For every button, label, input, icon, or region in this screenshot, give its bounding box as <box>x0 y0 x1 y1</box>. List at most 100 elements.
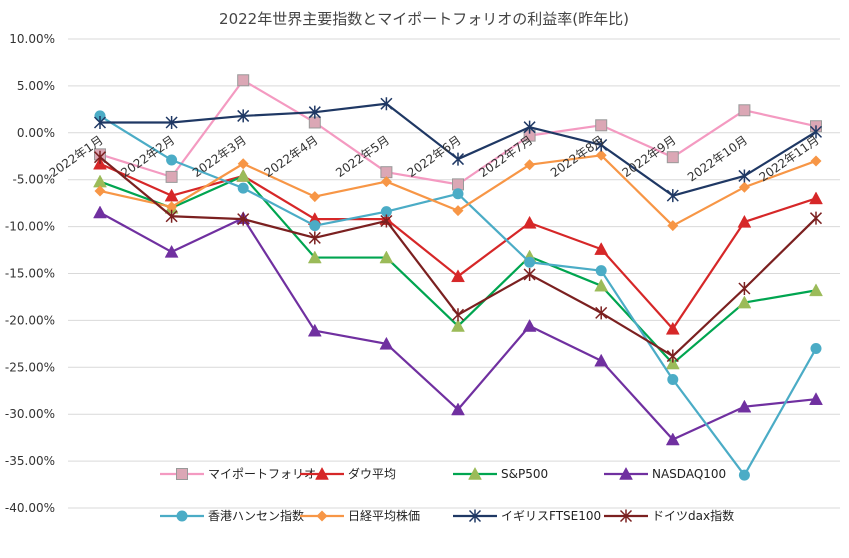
y-tick-label: -15.00% <box>5 267 55 281</box>
data-point <box>93 174 107 188</box>
data-point <box>595 138 608 152</box>
legend-label: 香港ハンセン指数 <box>208 508 304 523</box>
data-point <box>452 205 464 217</box>
y-tick-label: -10.00% <box>5 220 55 234</box>
data-point <box>380 214 393 228</box>
data-point <box>810 155 822 167</box>
x-tick-label: 2022年11月 <box>757 133 822 185</box>
series <box>93 205 823 446</box>
data-point <box>468 509 482 523</box>
data-point <box>595 265 607 277</box>
data-point <box>737 214 752 228</box>
legend-item: NASDAQ100 <box>604 466 726 481</box>
data-point <box>315 466 329 480</box>
data-point <box>165 115 178 129</box>
data-point <box>452 178 464 191</box>
y-tick-label: -5.00% <box>13 173 55 187</box>
data-point <box>165 170 178 183</box>
legend-item: マイポートフォリオ <box>160 467 316 481</box>
data-point <box>93 115 107 129</box>
y-tick-label: -25.00% <box>5 360 55 374</box>
data-point <box>594 278 609 292</box>
data-point <box>308 105 321 119</box>
series <box>94 149 822 232</box>
data-point <box>93 150 107 164</box>
data-point <box>316 510 328 522</box>
legend-item: ドイツdax指数 <box>604 508 734 523</box>
data-point <box>308 231 321 245</box>
data-point <box>380 166 393 179</box>
data-point <box>237 182 249 194</box>
data-point <box>737 399 752 413</box>
data-point <box>523 267 536 281</box>
legend-label: ドイツdax指数 <box>652 508 734 523</box>
data-point <box>380 206 392 218</box>
data-point <box>666 189 679 203</box>
data-point <box>166 201 178 213</box>
data-point <box>619 509 633 523</box>
data-point <box>309 191 321 203</box>
y-tick-label: -35.00% <box>5 454 55 468</box>
x-tick-label: 2022年4月 <box>262 133 321 180</box>
legend-item: S&P500 <box>453 466 548 481</box>
data-point <box>665 321 680 335</box>
data-point <box>524 159 536 171</box>
legend-item: ダウ平均 <box>300 466 396 481</box>
data-point <box>523 120 536 134</box>
y-tick-label: 0.00% <box>17 126 55 140</box>
data-point <box>237 212 250 226</box>
legend-label: イギリスFTSE100 <box>501 509 601 523</box>
data-point <box>307 323 322 337</box>
data-point <box>451 152 465 166</box>
legend: マイポートフォリオ ダウ平均 S&P500 NASDAQ100 香港ハンセン指数 日経平均… <box>160 466 734 523</box>
data-point <box>738 469 750 481</box>
data-point <box>380 97 393 111</box>
data-point <box>468 466 482 480</box>
y-tick-label: -30.00% <box>5 407 55 421</box>
data-point <box>522 319 537 332</box>
legend-label: マイポートフォリオ <box>208 467 316 481</box>
data-point <box>667 220 679 232</box>
data-point <box>665 356 680 370</box>
data-point <box>737 295 752 309</box>
data-point <box>595 119 608 132</box>
data-point <box>451 308 465 322</box>
data-point <box>309 220 321 232</box>
data-point <box>165 209 178 223</box>
data-point <box>524 256 536 268</box>
data-point <box>451 269 465 283</box>
data-point <box>667 373 679 385</box>
data-point <box>176 510 188 522</box>
data-point <box>166 154 178 166</box>
y-tick-label: -40.00% <box>5 501 55 515</box>
data-point <box>307 250 322 264</box>
data-point <box>809 283 823 297</box>
data-point <box>595 149 607 161</box>
data-point <box>237 158 249 170</box>
x-tick-label: 2022年7月 <box>476 133 535 180</box>
data-point <box>451 319 465 332</box>
data-point <box>810 343 822 355</box>
y-axis: 10.00% 5.00% 0.00% -5.00% -10.00% -15.00% -20.… <box>5 32 55 515</box>
legend-label: 日経平均株価 <box>348 508 420 523</box>
data-point <box>164 244 179 258</box>
data-point <box>452 188 464 200</box>
data-point <box>665 432 680 446</box>
legend-item: 日経平均株価 <box>300 508 420 523</box>
series-layer <box>93 74 823 481</box>
data-point <box>380 176 392 188</box>
data-point <box>738 169 751 183</box>
data-point <box>594 353 609 367</box>
data-point <box>666 349 679 363</box>
y-tick-label: 5.00% <box>17 79 55 93</box>
data-point <box>176 468 188 480</box>
data-point <box>594 242 609 255</box>
data-point <box>738 282 751 296</box>
data-point <box>237 74 250 87</box>
legend-label: NASDAQ100 <box>652 467 726 481</box>
data-point <box>451 402 465 416</box>
data-point <box>809 125 823 139</box>
data-point <box>94 185 106 197</box>
